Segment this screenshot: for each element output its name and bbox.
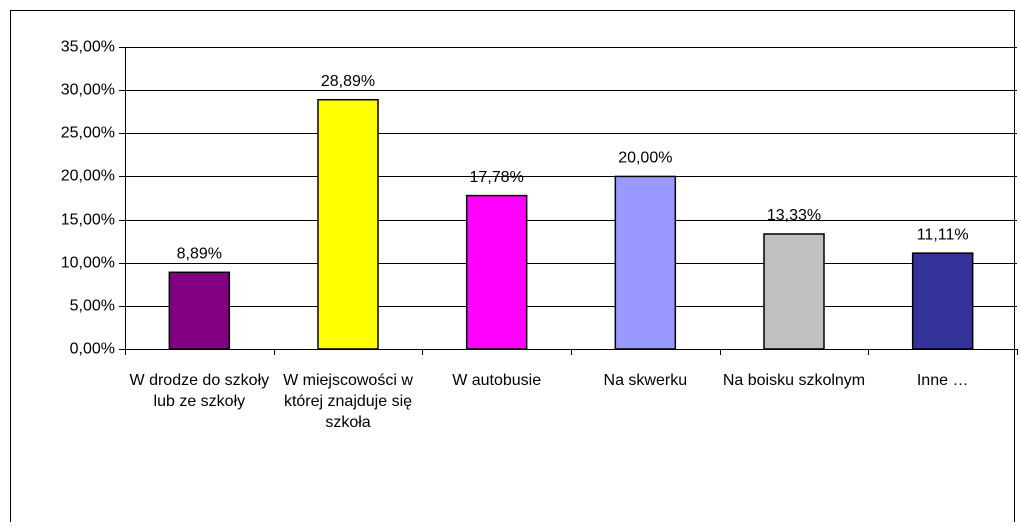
x-tick-label-box: Inne … xyxy=(916,372,969,389)
chart-frame xyxy=(10,10,1015,527)
bar xyxy=(911,252,974,350)
x-tick-label-box: Na boisku szkolnym xyxy=(722,372,866,389)
y-tick-label: 30,00% xyxy=(61,82,115,99)
bar xyxy=(465,194,528,350)
bar xyxy=(317,98,379,350)
data-label: 8,89% xyxy=(177,246,222,263)
x-tick-label: Na skwerku xyxy=(603,372,688,389)
x-tick-label-box: W autobusie xyxy=(452,372,542,389)
data-label: 20,00% xyxy=(618,150,672,167)
x-tick-label: W miejscowości w której znajduje się szk… xyxy=(283,372,413,431)
bar xyxy=(614,175,677,350)
x-tick-label-box: Na skwerku xyxy=(603,372,688,389)
y-tick-label: 25,00% xyxy=(61,125,115,142)
x-tick-label: Na boisku szkolnym xyxy=(722,372,866,389)
data-label: 28,89% xyxy=(321,73,375,90)
y-tick-label: 35,00% xyxy=(61,39,115,56)
x-tick-label-box: W miejscowości w której znajduje się szk… xyxy=(283,372,413,431)
x-tick-label-box: W drodze do szkoły lub ze szkoły xyxy=(129,372,270,410)
data-label: 11,11% xyxy=(917,226,969,243)
data-label: 17,78% xyxy=(470,169,524,186)
y-tick-label: 20,00% xyxy=(61,168,115,185)
bar xyxy=(763,233,825,350)
y-tick-label: 5,00% xyxy=(70,298,115,315)
x-tick-label: Inne … xyxy=(916,372,969,389)
x-tick-label: W autobusie xyxy=(452,372,542,389)
x-tick-label: W drodze do szkoły lub ze szkoły xyxy=(129,372,270,410)
data-label: 13,33% xyxy=(767,207,821,224)
bar xyxy=(168,271,231,350)
y-tick-label: 0,00% xyxy=(70,341,115,358)
y-tick-label: 15,00% xyxy=(61,212,115,229)
y-tick-label: 10,00% xyxy=(61,255,115,272)
